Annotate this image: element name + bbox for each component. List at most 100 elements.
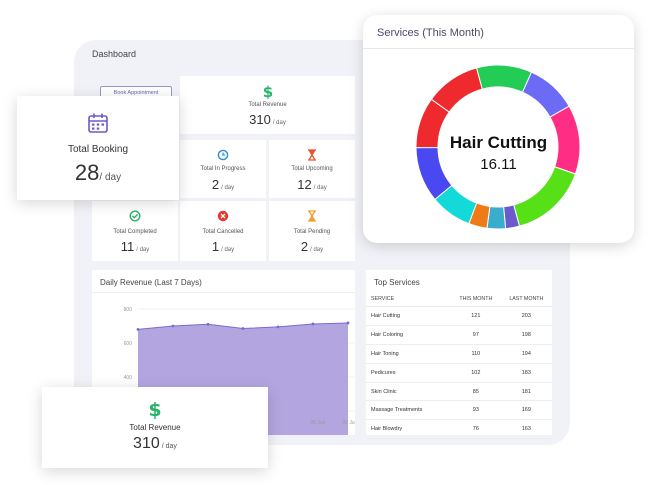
revenue-label: Total Revenue: [129, 423, 181, 432]
last-month-value: 183: [500, 363, 552, 383]
this-month-value: 76: [451, 419, 501, 440]
column-header: SERVICE: [366, 292, 451, 307]
data-point[interactable]: [346, 321, 350, 325]
hourglass-icon: [308, 210, 316, 222]
table-row[interactable]: Hair Coloring 97 198: [366, 325, 552, 345]
stat-label: Total Upcoming: [291, 166, 333, 172]
table-row[interactable]: Massage Treatments 93 169: [366, 400, 552, 421]
stat-number: 2: [211, 177, 220, 192]
stat-label: Total Pending: [293, 229, 331, 235]
data-point[interactable]: [206, 322, 210, 326]
page-title: Dashboard: [92, 49, 137, 59]
stat-total-pending: Total Pending 2/ day: [269, 201, 355, 261]
services-month-card: Services (This Month) Hair Cutting 16.11: [363, 15, 634, 243]
donut-center-value: 16.11: [480, 156, 517, 173]
x-tick-label: 06 Jun: [310, 420, 325, 426]
service-name: Hair Cutting: [366, 306, 451, 326]
stat-value: 1/ day: [180, 239, 266, 254]
total-revenue-card: $ Total Revenue 310/ day: [42, 387, 268, 468]
hourglass-icon: [308, 149, 316, 161]
x-circle-icon: [217, 210, 229, 222]
last-month-value: 198: [500, 325, 552, 345]
card-title: Services (This Month): [377, 27, 484, 39]
y-tick-label: 600: [124, 341, 133, 347]
stat-unit: / day: [313, 185, 327, 191]
stat-value: 310/ day: [180, 112, 355, 127]
stat-total-in-progress: Total In Progress 2/ day: [180, 140, 266, 198]
stat-number: 1: [211, 239, 220, 254]
stat-number: 11: [120, 239, 135, 254]
data-point[interactable]: [241, 327, 245, 330]
service-name: Hair Toning: [366, 344, 451, 364]
table-header: SERVICE THIS MONTH LAST MONTH: [366, 292, 552, 307]
table-row[interactable]: Hair Cutting 121 203: [366, 306, 552, 326]
stat-number: 310: [249, 112, 271, 127]
last-month-value: 181: [500, 382, 552, 402]
stat-unit: / day: [221, 247, 235, 253]
table-row[interactable]: Hair Toning 110 194: [366, 344, 552, 364]
dollar-icon: $: [262, 83, 272, 99]
stat-label: Total In Progress: [200, 166, 246, 172]
revenue-value: 310/ day: [42, 435, 268, 453]
stat-label: Total Completed: [113, 229, 157, 235]
data-point[interactable]: [276, 325, 280, 329]
stat-unit: / day: [221, 185, 235, 191]
panel-title: Daily Revenue (Last 7 Days): [100, 278, 202, 287]
data-point[interactable]: [136, 328, 140, 331]
stat-value: 11/ day: [92, 239, 178, 254]
total-booking-card: Total Booking 28/ day: [17, 96, 179, 200]
column-header: LAST MONTH: [500, 292, 552, 307]
x-tick-label: 06 Jun: [342, 420, 355, 426]
svg-text:$: $: [262, 83, 272, 99]
stat-unit: / day: [310, 247, 324, 253]
donut-slice[interactable]: [475, 64, 533, 93]
service-name: Massage Treatments: [366, 400, 451, 421]
last-month-value: 163: [500, 419, 552, 440]
y-tick-label: 400: [124, 375, 133, 381]
table-row[interactable]: Skin Clinic 85 181: [366, 382, 552, 402]
last-month-value: 203: [500, 306, 552, 326]
this-month-value: 102: [451, 363, 501, 383]
this-month-value: 121: [451, 306, 501, 326]
y-tick-label: 800: [124, 307, 133, 313]
service-name: Hair Coloring: [366, 325, 451, 345]
donut-slice[interactable]: [415, 98, 450, 149]
stat-number: 2: [300, 239, 309, 254]
service-name: Hair Blowdry: [366, 419, 451, 440]
stat-value: 2/ day: [180, 177, 266, 192]
column-header: THIS MONTH: [451, 292, 501, 307]
clock-icon: [217, 149, 229, 161]
revenue-number: 310: [133, 435, 160, 452]
this-month-value: 97: [451, 325, 501, 345]
svg-text:$: $: [148, 399, 161, 419]
table-row[interactable]: Pedicures 102 183: [366, 363, 552, 383]
stat-total-upcoming: Total Upcoming 12/ day: [269, 140, 355, 198]
this-month-value: 110: [451, 344, 501, 364]
service-name: Skin Clinic: [366, 382, 451, 402]
revenue-unit: / day: [161, 443, 177, 450]
table-row[interactable]: Hair Blowdry 76 163: [366, 419, 552, 440]
stat-total-completed: Total Completed 11/ day: [92, 201, 178, 261]
last-month-value: 194: [500, 344, 552, 364]
stat-value: 2/ day: [269, 239, 355, 254]
stat-total-revenue: $ Total Revenue 310/ day: [180, 76, 355, 134]
services-donut-chart: [415, 64, 581, 230]
stat-unit: / day: [136, 247, 150, 253]
last-month-value: 169: [500, 400, 552, 421]
booking-label: Total Booking: [67, 144, 129, 155]
stat-number: 12: [297, 177, 312, 192]
top-services-panel: Top Services SERVICE THIS MONTH LAST MON…: [366, 270, 552, 440]
donut-center-label: Hair Cutting: [449, 133, 548, 152]
donut-slice[interactable]: [513, 166, 577, 227]
booking-unit: / day: [99, 172, 122, 183]
calendar-icon: [88, 113, 108, 133]
data-point[interactable]: [171, 324, 175, 328]
data-point[interactable]: [311, 322, 315, 326]
divider: [363, 48, 634, 49]
divider: [92, 292, 355, 293]
panel-title: Top Services: [374, 278, 420, 287]
dollar-icon: $: [148, 399, 161, 419]
booking-value: 28/ day: [17, 160, 179, 186]
stat-label: Total Cancelled: [202, 229, 244, 235]
service-name: Pedicures: [366, 363, 451, 383]
